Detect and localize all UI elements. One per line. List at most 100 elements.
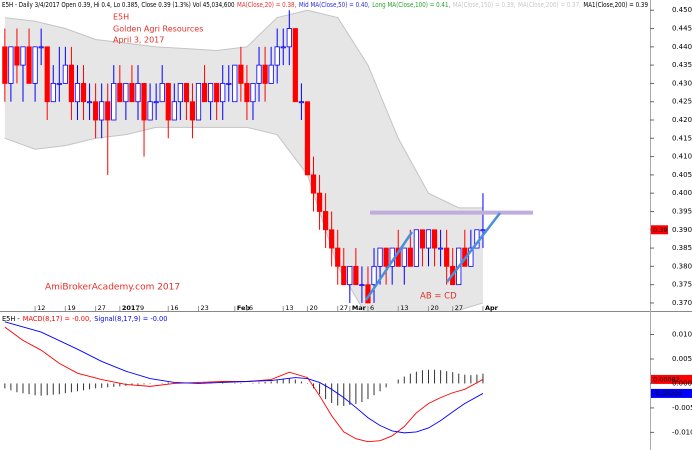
- candle-body: [304, 101, 311, 176]
- last-value-box: [651, 374, 692, 384]
- x-tick-label: 6: [370, 304, 374, 312]
- pattern-label: AB = CD: [420, 292, 457, 302]
- candle-body: [99, 101, 105, 121]
- candle-body: [201, 83, 208, 103]
- candle-body: [383, 247, 389, 267]
- candle-body: [68, 64, 75, 103]
- x-tick-label: Feb: [237, 304, 251, 312]
- legend-entry: Signal(8,17,9) = -0.00: [94, 315, 167, 323]
- candle-body: [20, 46, 26, 66]
- last-value-box: [651, 388, 692, 398]
- candle-body: [329, 229, 335, 249]
- x-tick-label: 20: [430, 304, 438, 312]
- candle-body: [177, 83, 183, 103]
- candle-body: [468, 247, 474, 267]
- last-value-label: 0.00082: [653, 375, 680, 383]
- candle-body: [250, 83, 256, 103]
- candle-body: [80, 83, 87, 103]
- candle-body: [183, 83, 190, 103]
- candle-body: [189, 101, 196, 121]
- candle-body: [480, 229, 486, 232]
- y-tick-label: 0.0000: [672, 379, 692, 387]
- macd-line: [4, 326, 484, 443]
- chart-date: April 3, 2017: [113, 36, 164, 45]
- x-tick-label: 23: [201, 304, 209, 312]
- candle-body: [111, 83, 117, 121]
- header-segment: MA1(Close,200) = 0.39: [583, 1, 648, 9]
- x-tick-label: Apr: [485, 304, 499, 312]
- candle-body: [195, 83, 202, 121]
- candle-body: [93, 101, 99, 121]
- candle-body: [123, 83, 129, 103]
- header-segment: Mid MA(Close,50) = 0.40,: [299, 1, 370, 9]
- candle-body: [220, 83, 226, 103]
- candle-body: [431, 229, 438, 249]
- candle-body: [238, 64, 244, 84]
- candle-body: [32, 46, 38, 84]
- candle-body: [135, 83, 141, 103]
- candle-body: [141, 83, 147, 121]
- chart-subtitle: Golden Agri Resources: [113, 25, 203, 34]
- candle-body: [371, 265, 377, 286]
- candle-body: [437, 247, 444, 250]
- candle-body: [129, 83, 135, 103]
- candle-body: [262, 64, 268, 84]
- macd-line: [4, 321, 484, 434]
- candle-body: [26, 46, 32, 84]
- header-segment: E5H - Daily 3/4/2017 Open 0.39, Hi 0.4, …: [2, 1, 235, 9]
- candle-body: [292, 28, 298, 103]
- candle-body: [353, 265, 359, 286]
- candle-body: [226, 83, 232, 85]
- candle-body: [341, 265, 347, 286]
- candle-body: [256, 64, 262, 84]
- candle-body: [147, 101, 153, 121]
- candle-body: [214, 83, 220, 103]
- x-tick-label: 13: [285, 304, 293, 312]
- candle-body: [153, 101, 159, 104]
- trend-line-ab: [364, 231, 414, 301]
- drawings: [364, 210, 533, 301]
- candle-body: [232, 64, 238, 103]
- candle-body: [105, 101, 111, 121]
- band-upper: [4, 9, 483, 209]
- x-tick-label: 12: [37, 304, 45, 312]
- candle-body: [8, 46, 14, 84]
- candle-body: [444, 247, 450, 267]
- candle-body: [419, 229, 426, 249]
- x-tick-label: 27: [340, 304, 348, 312]
- macd-title: E5H -: [2, 315, 20, 323]
- x-tick-label: 27: [455, 304, 463, 312]
- candle-body: [44, 46, 50, 103]
- last-value-label: -0.00204: [653, 389, 682, 397]
- candle-body: [208, 83, 214, 103]
- legend-entry: MACD(8,17) = -0.00,: [23, 315, 91, 323]
- candle-body: [268, 64, 274, 84]
- x-tick-label: 9: [140, 304, 144, 312]
- candle-body: [425, 229, 432, 249]
- x-tick-label: Mar: [352, 304, 367, 312]
- x-tick-label: 27: [98, 304, 106, 312]
- candle-body: [38, 46, 44, 49]
- header-segment: MA(Close,150) = 0.39,: [453, 1, 516, 9]
- candle-body: [401, 247, 407, 267]
- candle-body: [50, 83, 56, 103]
- trend-line-cd: [446, 212, 501, 283]
- header-segment: MA(Close,20) = 0.38,: [237, 1, 296, 9]
- candle-body: [316, 192, 323, 212]
